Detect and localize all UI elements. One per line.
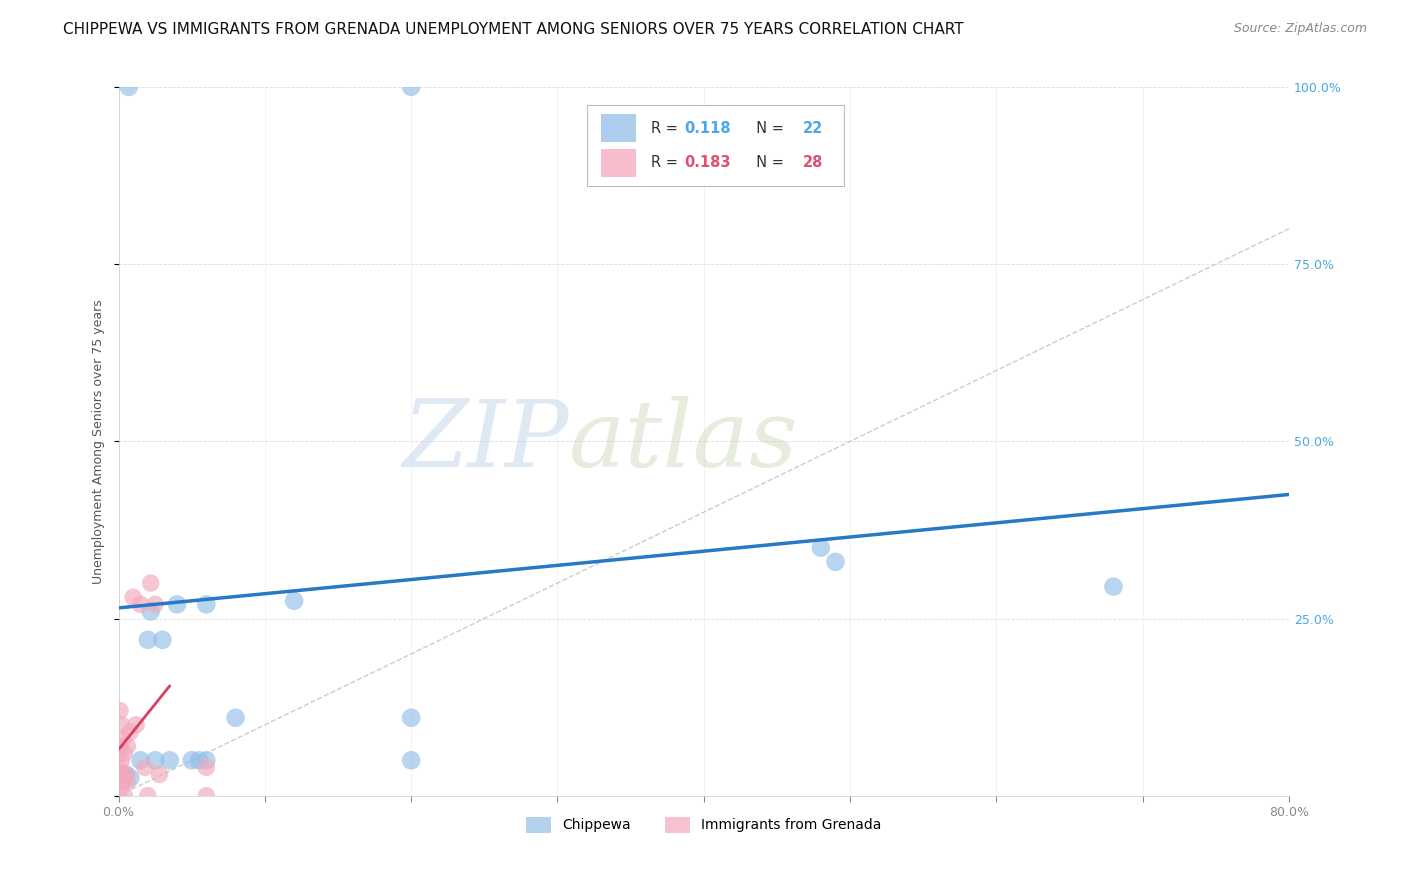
Point (115, 767, 138, 781)
Point (117, 774, 139, 789)
Point (399, 753, 422, 767)
Point (107, 746, 129, 760)
Point (399, 79, 422, 94)
Text: 0.118: 0.118 (683, 120, 731, 136)
Point (159, 753, 181, 767)
Point (129, 598, 152, 612)
Point (180, 753, 202, 767)
Y-axis label: Unemployment Among Seniors over 75 years: Unemployment Among Seniors over 75 years (93, 299, 105, 583)
Point (107, 789, 129, 803)
Text: CHIPPEWA VS IMMIGRANTS FROM GRENADA UNEMPLOYMENT AMONG SENIORS OVER 75 YEARS COR: CHIPPEWA VS IMMIGRANTS FROM GRENADA UNEM… (63, 22, 965, 37)
Point (125, 718, 148, 732)
Text: Source: ZipAtlas.com: Source: ZipAtlas.com (1233, 22, 1367, 36)
Text: atlas: atlas (569, 396, 799, 486)
Point (139, 576, 162, 591)
Point (108, 767, 131, 781)
Point (143, 753, 166, 767)
Text: ZIP: ZIP (402, 396, 569, 486)
Point (107, 760, 129, 774)
FancyBboxPatch shape (586, 104, 844, 186)
Point (111, 731, 134, 746)
Point (134, 760, 156, 774)
Text: R =: R = (651, 120, 683, 136)
Text: 0.183: 0.183 (683, 155, 730, 170)
Text: N =: N = (747, 155, 789, 170)
Point (136, 632, 159, 647)
Point (810, 541, 832, 555)
Point (110, 753, 132, 767)
Point (111, 774, 134, 789)
Point (152, 632, 174, 647)
Point (107, 774, 129, 789)
Point (188, 753, 211, 767)
Legend: Chippewa, Immigrants from Grenada: Chippewa, Immigrants from Grenada (520, 811, 887, 838)
Point (120, 725, 142, 739)
Text: N =: N = (747, 120, 789, 136)
Point (112, 746, 135, 760)
Point (120, 771, 142, 785)
Text: R =: R = (651, 155, 683, 170)
Point (166, 598, 188, 612)
Point (108, 704, 131, 718)
Point (117, 739, 139, 753)
Point (824, 555, 846, 569)
Point (115, 767, 138, 781)
Point (143, 598, 166, 612)
Point (110, 718, 132, 732)
FancyBboxPatch shape (600, 114, 636, 142)
Point (195, 753, 218, 767)
Point (112, 789, 135, 803)
Point (118, 79, 141, 94)
Point (148, 767, 170, 781)
Point (136, 789, 159, 803)
Point (399, 711, 422, 725)
Text: 22: 22 (803, 120, 824, 136)
Point (129, 753, 152, 767)
Point (195, 760, 218, 774)
Point (283, 594, 305, 608)
Point (195, 789, 218, 803)
Point (122, 591, 145, 605)
Text: 28: 28 (803, 155, 824, 170)
Point (110, 767, 132, 781)
Point (1102, 580, 1125, 594)
Point (225, 711, 247, 725)
Point (195, 598, 218, 612)
Point (108, 739, 131, 753)
FancyBboxPatch shape (600, 149, 636, 177)
Point (139, 604, 162, 618)
